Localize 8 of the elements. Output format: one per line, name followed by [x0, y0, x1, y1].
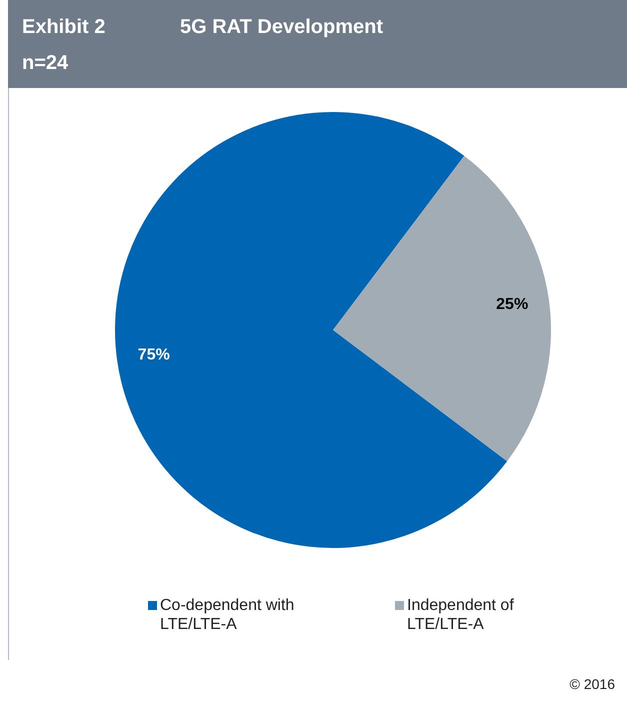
data-label: 25%	[496, 296, 528, 314]
text: © 2016	[570, 676, 615, 692]
legend-label: Co-dependent with LTE/LTE-A	[160, 596, 296, 634]
chart-title: 5G RAT Development	[180, 16, 383, 39]
data-label: 75%	[138, 346, 170, 364]
text: Exhibit 2	[22, 16, 106, 39]
legend-label: Independent of LTE/LTE-A	[407, 596, 515, 634]
chart-subtitle: n=24	[22, 52, 68, 75]
